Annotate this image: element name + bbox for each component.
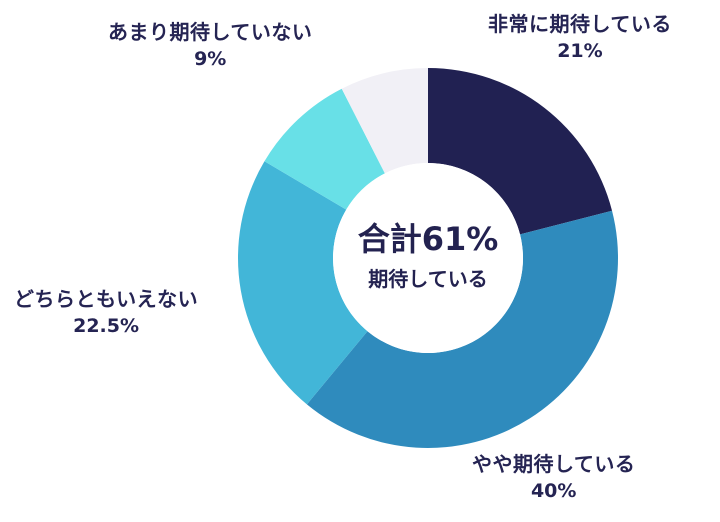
label-percent: 21% (557, 40, 603, 62)
donut-segment (341, 68, 428, 174)
label-name: どちらともいえない (14, 287, 199, 311)
center-subtitle: 期待している (368, 267, 488, 292)
label-somewhat-expecting: やや期待している 40% (472, 452, 635, 504)
donut-hole (333, 163, 523, 353)
label-neutral: どちらともいえない 22.5% (14, 287, 198, 339)
label-percent: 40% (530, 480, 577, 502)
donut-segment (428, 68, 613, 235)
label-percent: 22.5% (73, 315, 140, 337)
label-very-expecting: 非常に期待している 21% (488, 12, 672, 64)
center-total: 合計61% (357, 220, 499, 258)
label-name: 非常に期待している (488, 12, 672, 36)
label-percent: 9% (194, 48, 227, 70)
label-not-much-expecting: あまり期待していない 9% (108, 20, 312, 72)
donut-segment (237, 161, 368, 405)
donut-center-label: 合計61% 期待している (333, 220, 523, 292)
label-name: あまり期待していない (108, 20, 313, 44)
donut-segment (264, 88, 385, 210)
donut-segment (306, 210, 619, 449)
label-name: やや期待している (472, 452, 636, 476)
